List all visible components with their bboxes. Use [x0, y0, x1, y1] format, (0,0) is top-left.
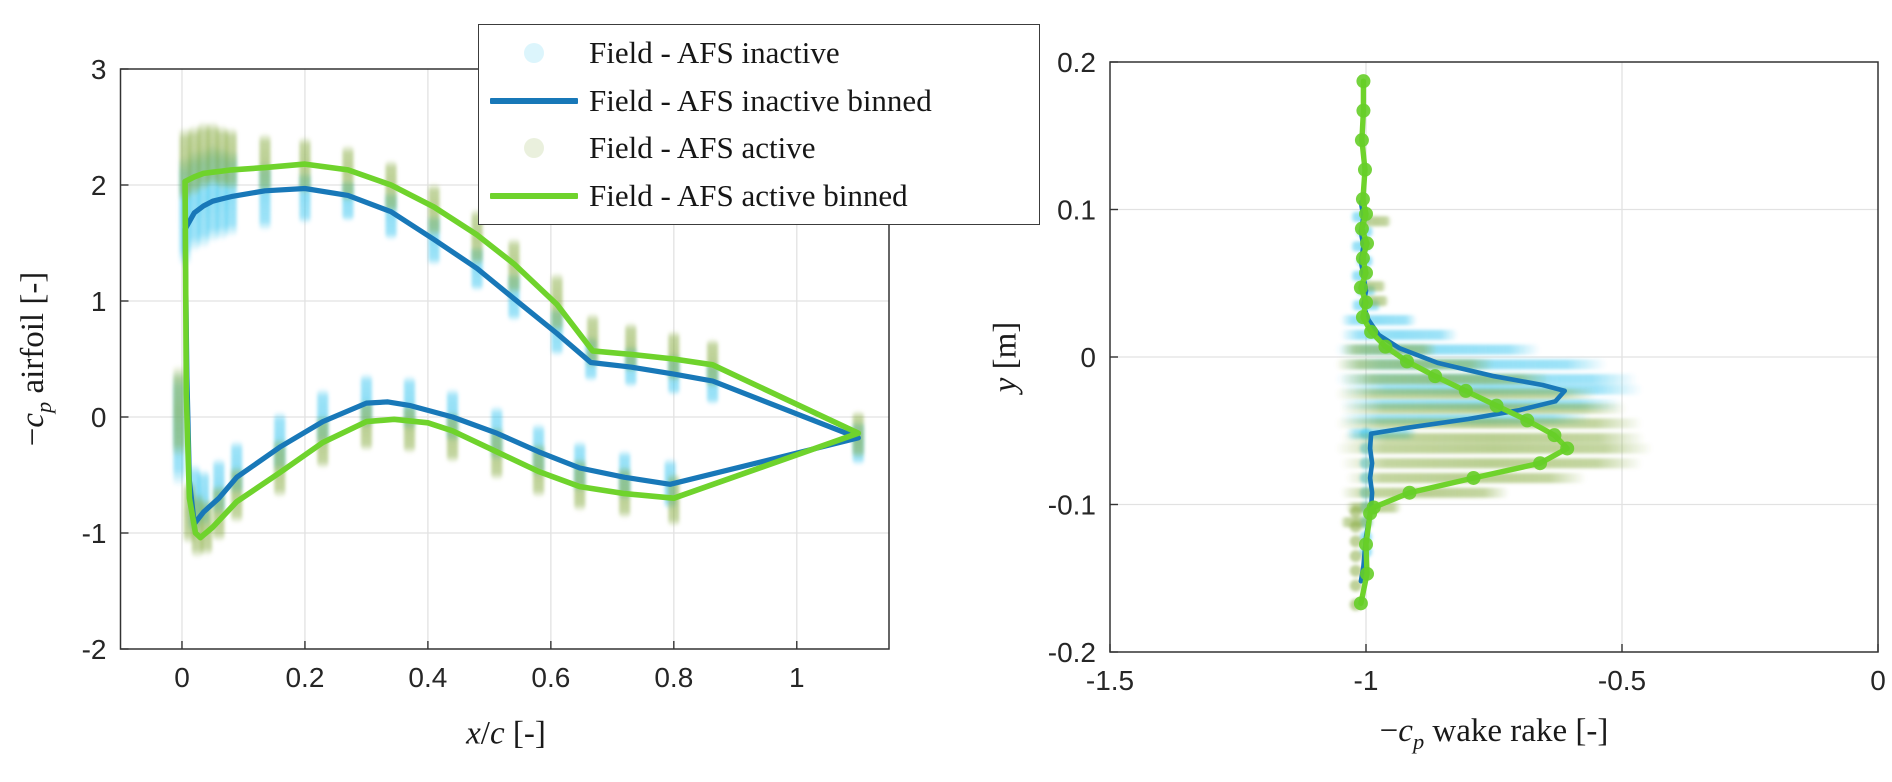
legend-item-binned-inactive: Field - AFS inactive binned [479, 78, 1039, 124]
tick-labels: -1.5 -1 -0.5 0 -0.2 -0.1 0 0.1 0.2 [1048, 47, 1886, 696]
x-tick-label: -1.5 [1086, 665, 1134, 696]
x-tick-label: 0.4 [408, 662, 447, 693]
y-tick-label: 3 [91, 54, 107, 85]
legend-item-binned-active: Field - AFS active binned [479, 173, 1039, 219]
scatter-marker-inactive-icon [524, 42, 544, 63]
y-tick-label: -2 [82, 634, 107, 665]
y-axis-label-wake: y [m] [987, 321, 1024, 393]
y-tick-label: 1 [91, 286, 107, 317]
x-tick-label: 0 [1870, 665, 1886, 696]
y-tick-label: 0 [91, 402, 107, 433]
legend-label: Field - AFS active binned [589, 178, 908, 214]
x-axis-label-wake: −cp wake rake [-] [1379, 713, 1609, 754]
x-tick-label: -1 [1354, 665, 1379, 696]
legend: Field - AFS inactive Field - AFS inactiv… [478, 24, 1040, 225]
airfoil-plot: 0 0.2 0.4 0.6 0.8 1 -2 -1 0 1 2 3 [82, 54, 890, 693]
legend-label: Field - AFS inactive binned [589, 82, 932, 118]
tick-labels: 0 0.2 0.4 0.6 0.8 1 -2 -1 0 1 2 3 [82, 54, 805, 693]
y-tick-label: -0.1 [1048, 490, 1096, 521]
y-tick-label: 0 [1080, 342, 1096, 373]
x-tick-label: -0.5 [1598, 665, 1646, 696]
binned-line-field-afs-inactive-binned [182, 185, 861, 527]
line-marker-active-binned-icon [490, 193, 578, 200]
binned-markers-active [1353, 74, 1575, 611]
y-tick-label: -0.2 [1048, 637, 1096, 668]
x-axis-label-airfoil: x/c [-] [466, 715, 546, 752]
y-tick-label: 0.2 [1057, 47, 1096, 78]
x-tick-label: 0.8 [654, 662, 693, 693]
scatter-marker-active-icon [524, 138, 544, 159]
legend-item-raw-inactive: Field - AFS inactive [479, 30, 1039, 76]
x-tick-label: 1 [789, 662, 805, 693]
binned-line-field-afs-active-binned [182, 161, 862, 541]
axes-box [1109, 61, 1879, 653]
gridlines [1110, 62, 1878, 652]
y-tick-label: 0.1 [1057, 195, 1096, 226]
line-marker-inactive-binned-icon [490, 97, 578, 104]
y-axis-label-airfoil: −cp airfoil [-] [15, 271, 56, 447]
x-tick-label: 0.2 [285, 662, 324, 693]
x-tick-label: 0 [174, 662, 190, 693]
legend-item-raw-active: Field - AFS active [479, 125, 1039, 171]
y-tick-label: -1 [82, 518, 107, 549]
wake_rake-plot: -1.5 -1 -0.5 0 -0.2 -0.1 0 0.1 0.2 [1048, 47, 1886, 696]
legend-label: Field - AFS inactive [589, 34, 840, 70]
x-tick-label: 0.6 [531, 662, 570, 693]
legend-label: Field - AFS active [589, 130, 816, 166]
y-tick-label: 2 [91, 170, 107, 201]
